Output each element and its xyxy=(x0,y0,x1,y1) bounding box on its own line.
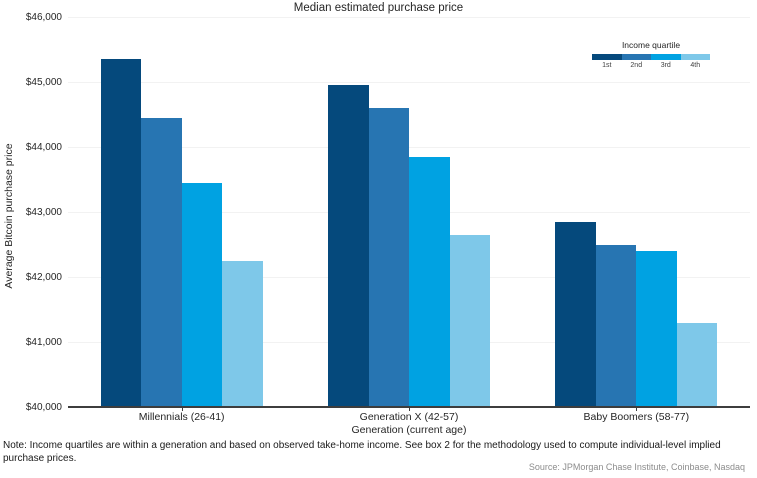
y-tick-label: $45,000 xyxy=(25,77,62,88)
chart-title: Median estimated purchase price xyxy=(293,2,464,14)
gridline xyxy=(68,146,750,148)
bar-1st-quartile xyxy=(555,221,596,407)
x-axis-tick xyxy=(636,407,638,411)
legend-title: Income quartile xyxy=(621,40,681,50)
y-tick-label: $43,000 xyxy=(25,207,62,218)
legend-label: 4th xyxy=(690,62,701,69)
gridline xyxy=(68,81,750,83)
y-tick-label: $42,000 xyxy=(25,272,62,283)
bar-2nd-quartile xyxy=(595,244,637,407)
y-tick-label: $41,000 xyxy=(25,337,62,348)
legend: Income quartile 1st 2nd 3rd 4th xyxy=(592,40,710,69)
y-tick-labels: $40,000 $41,000 $42,000 $43,000 $44,000 $45,0… xyxy=(0,12,62,413)
note-text: Note: Income quartiles are within a gene… xyxy=(3,440,721,464)
gridline xyxy=(68,16,750,18)
x-axis-tick xyxy=(181,407,183,411)
legend-swatch-1st xyxy=(592,54,622,60)
bar-3rd-quartile xyxy=(181,182,223,407)
x-axis-tick xyxy=(409,407,410,411)
bar-4th-quartile xyxy=(676,322,718,407)
bar-3rd-quartile xyxy=(636,251,677,407)
legend-colorbar xyxy=(592,54,710,60)
bar-3rd-quartile xyxy=(409,156,450,407)
legend-swatch-4th xyxy=(680,54,710,60)
x-tick-label: Millennials (26-41) xyxy=(138,411,225,423)
legend-labels: 1st 2nd 3rd 4th xyxy=(592,62,710,69)
bar-4th-quartile xyxy=(222,260,263,407)
y-tick-label: $44,000 xyxy=(25,142,62,153)
bar-2nd-quartile xyxy=(141,117,182,407)
bar-1st-quartile xyxy=(100,59,142,407)
legend-label: 2nd xyxy=(630,62,643,69)
bar-2nd-quartile xyxy=(368,108,409,407)
x-tick-label: Generation X (42-57) xyxy=(359,411,459,423)
bar-4th-quartile xyxy=(449,234,490,407)
y-tick-label: $46,000 xyxy=(25,12,62,23)
source-text: Source: JPMorgan Chase Institute, Coinba… xyxy=(528,462,745,472)
legend-swatch-3rd xyxy=(651,54,681,60)
plot-area: Income quartile 1st 2nd 3rd 4th xyxy=(68,16,750,411)
legend-label: 1st xyxy=(602,62,612,69)
y-tick-label: $40,000 xyxy=(25,402,62,413)
x-axis-title: Generation (current age) xyxy=(351,424,467,436)
x-tick-label: Baby Boomers (58-77) xyxy=(583,411,690,423)
legend-label: 3rd xyxy=(660,62,671,69)
bar-1st-quartile xyxy=(328,85,369,407)
legend-swatch-2nd xyxy=(621,54,651,60)
